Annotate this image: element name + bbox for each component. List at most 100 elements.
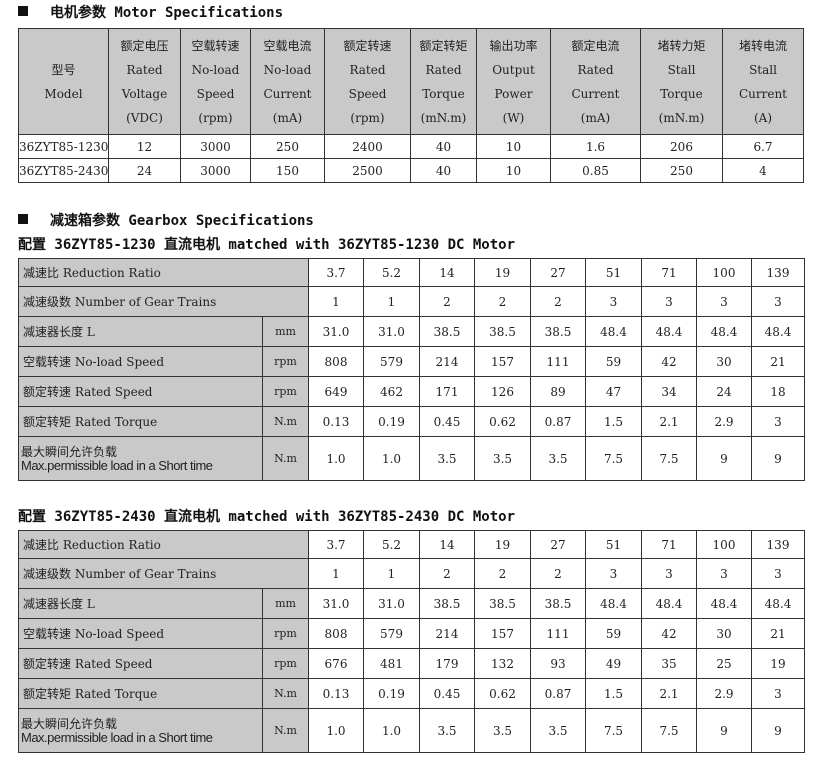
row-label: 空载转速 No-load Speed: [18, 618, 263, 649]
motor-header-cell: 额定转速 Rated Speed (rpm): [324, 28, 411, 135]
value-cell: 19: [751, 648, 805, 679]
header-line: 型号: [51, 62, 76, 77]
gearbox-table-2: 减速比 Reduction Ratio 3.7 5.2 14 19 27 51 71 100 13…: [18, 530, 805, 753]
header-line: 堵转电流: [738, 38, 787, 53]
row-label-cn: 最大瞬间允许负载: [21, 444, 118, 459]
header-line: 额定转速: [343, 38, 392, 53]
gearbox-row: 最大瞬间允许负载 Max.permissible load in a Short …: [18, 708, 805, 753]
value-cell: 3000: [180, 158, 251, 183]
value-cell: 3: [585, 558, 642, 589]
gearbox-row: 减速比 Reduction Ratio 3.7 5.2 14 19 27 51 71 100 13…: [18, 530, 805, 559]
header-line: Rated: [577, 62, 614, 77]
row-label: 减速器长度 L: [18, 316, 263, 347]
value-cell: 24: [108, 158, 181, 183]
value-cell: 31.0: [363, 316, 420, 347]
value-cell: 0.62: [474, 406, 531, 437]
value-cell: 0.62: [474, 678, 531, 709]
value-cell: 48.4: [641, 316, 697, 347]
value-cell: 2: [474, 558, 531, 589]
unit-cell: rpm: [262, 346, 309, 377]
row-label: 减速级数 Number of Gear Trains: [18, 286, 309, 317]
row-label: 减速器长度 L: [18, 588, 263, 619]
value-cell: 214: [419, 346, 475, 377]
value-cell: 9: [751, 436, 805, 481]
value-cell: 48.4: [751, 316, 805, 347]
value-cell: 481: [363, 648, 420, 679]
value-cell: 47: [585, 376, 642, 407]
value-cell: 6.7: [722, 134, 804, 159]
header-line: (mN.m): [658, 110, 705, 125]
gearbox-row: 减速级数 Number of Gear Trains 1 1 2 2 2 3 3 3 3: [18, 558, 805, 589]
value-cell: 579: [363, 346, 420, 377]
gearbox-row: 额定转速 Rated Speed rpm 649 462 171 126 89 47 34 24 1…: [18, 376, 805, 407]
value-cell: 2: [474, 286, 531, 317]
value-cell: 49: [585, 648, 642, 679]
value-cell: 3: [696, 558, 752, 589]
value-cell: 89: [530, 376, 586, 407]
header-line: (A): [753, 110, 773, 125]
value-cell: 42: [641, 346, 697, 377]
value-cell: 30: [696, 618, 752, 649]
value-cell: 19: [474, 258, 531, 287]
header-line: Current: [263, 86, 312, 101]
value-cell: 3.5: [530, 436, 586, 481]
gearbox-row: 额定转速 Rated Speed rpm 676 481 179 132 93 49 35 25 1…: [18, 648, 805, 679]
value-cell: 35: [641, 648, 697, 679]
value-cell: 25: [696, 648, 752, 679]
motor-row: 36ZYT85-2430 24 3000 150 2500 40 10 0.85 250 4: [18, 158, 804, 183]
value-cell: 0.87: [530, 678, 586, 709]
value-cell: 1: [308, 286, 364, 317]
row-label: 减速比 Reduction Ratio: [18, 530, 309, 559]
header-line: Rated: [126, 62, 163, 77]
value-cell: 132: [474, 648, 531, 679]
value-cell: 1.0: [308, 436, 364, 481]
value-cell: 139: [751, 530, 805, 559]
value-cell: 1: [308, 558, 364, 589]
value-cell: 3.5: [419, 436, 475, 481]
header-line: Stall: [667, 62, 696, 77]
value-cell: 38.5: [530, 316, 586, 347]
value-cell: 48.4: [641, 588, 697, 619]
motor-header-cell: 空载转速 No-load Speed (rpm): [180, 28, 251, 135]
row-label-en: Max.permissible load in a Short time: [21, 457, 213, 473]
row-label: 最大瞬间允许负载 Max.permissible load in a Short …: [18, 708, 263, 753]
value-cell: 3: [641, 558, 697, 589]
value-cell: 1.5: [585, 678, 642, 709]
value-cell: 3: [751, 286, 805, 317]
unit-cell: N.m: [262, 678, 309, 709]
header-line: 空载转速: [191, 38, 240, 53]
value-cell: 1.0: [363, 436, 420, 481]
value-cell: 48.4: [585, 316, 642, 347]
value-cell: 2400: [324, 134, 411, 159]
header-line: No-load: [263, 62, 312, 77]
header-line: Rated: [349, 62, 386, 77]
motor-header-row: 型号 Model 额定电压 Rated Voltage (VDC) 空载转速 No-load S…: [18, 28, 804, 135]
value-cell: 0.19: [363, 406, 420, 437]
row-label: 额定转矩 Rated Torque: [18, 678, 263, 709]
square-bullet-icon: [18, 214, 28, 224]
value-cell: 3: [585, 286, 642, 317]
value-cell: 0.19: [363, 678, 420, 709]
value-cell: 40: [410, 134, 477, 159]
value-cell: 42: [641, 618, 697, 649]
square-bullet-icon: [18, 6, 28, 16]
header-line: Rated: [425, 62, 462, 77]
value-cell: 24: [696, 376, 752, 407]
value-cell: 12: [108, 134, 181, 159]
value-cell: 31.0: [308, 588, 364, 619]
header-line: Output: [492, 62, 535, 77]
value-cell: 31.0: [308, 316, 364, 347]
row-label: 最大瞬间允许负载 Max.permissible load in a Short …: [18, 436, 263, 481]
value-cell: 59: [585, 346, 642, 377]
value-cell: 9: [696, 436, 752, 481]
unit-cell: rpm: [262, 648, 309, 679]
value-cell: 18: [751, 376, 805, 407]
header-line: Model: [44, 86, 83, 101]
value-cell: 808: [308, 618, 364, 649]
header-line: (mA): [580, 110, 611, 125]
header-line: Speed: [348, 86, 387, 101]
value-cell: 2.9: [696, 406, 752, 437]
gearbox-row: 额定转矩 Rated Torque N.m 0.13 0.19 0.45 0.62 0.87…: [18, 406, 805, 437]
value-cell: 7.5: [641, 436, 697, 481]
value-cell: 27: [530, 530, 586, 559]
